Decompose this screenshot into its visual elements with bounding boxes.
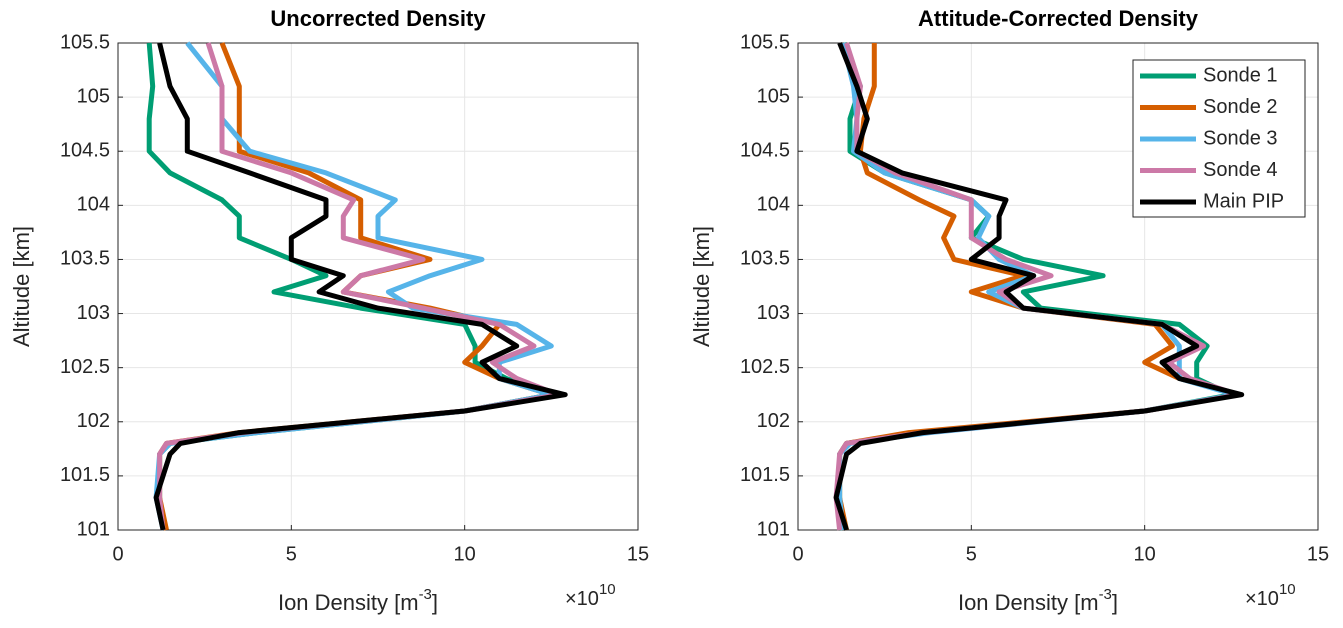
y-tick-label: 104.5	[60, 140, 110, 162]
x-multiplier-exponent: 10	[599, 581, 616, 598]
x-multiplier: ×1010	[565, 581, 616, 610]
x-axis-label-sup: -3	[1099, 586, 1112, 603]
data-line	[153, 41, 554, 531]
x-multiplier: ×1010	[1245, 581, 1296, 610]
y-tick-label: 101	[757, 518, 790, 540]
y-tick-label: 104	[757, 194, 790, 216]
y-tick-label: 101.5	[740, 464, 790, 486]
y-tick-label: 104.5	[740, 140, 790, 162]
data-line	[153, 42, 568, 531]
y-tick-label: 102	[757, 410, 790, 432]
x-axis-label-end: ]	[1112, 590, 1118, 615]
legend-label: Sonde 3	[1203, 127, 1278, 149]
x-tick-label: 0	[112, 543, 123, 565]
legend-label: Main PIP	[1203, 190, 1284, 212]
y-tick-label: 103.5	[60, 248, 110, 270]
data-line	[157, 42, 561, 531]
x-multiplier-base: ×10	[565, 588, 599, 610]
legend-label: Sonde 2	[1203, 96, 1278, 118]
data-line	[833, 42, 1245, 531]
y-tick-label: 103	[757, 302, 790, 324]
y-tick-label: 105.5	[740, 31, 790, 53]
y-tick-label: 103.5	[740, 248, 790, 270]
x-axis-label-text: Ion Density [m	[958, 590, 1099, 615]
y-tick-label: 105.5	[60, 31, 110, 53]
x-tick-label: 5	[966, 543, 977, 565]
legend-label: Sonde 4	[1203, 159, 1278, 181]
legend-label: Sonde 1	[1203, 64, 1278, 86]
x-tick-label: 15	[627, 543, 649, 565]
y-tick-label: 105	[757, 85, 790, 107]
x-axis-label-sup: -3	[419, 586, 432, 603]
chart-title: Attitude-Corrected Density	[918, 6, 1199, 31]
y-tick-label: 102.5	[60, 356, 110, 378]
y-tick-label: 102.5	[740, 356, 790, 378]
x-axis-label: Ion Density [m-3]	[958, 586, 1118, 615]
y-tick-label: 101	[77, 518, 110, 540]
x-tick-label: 0	[792, 543, 803, 565]
x-tick-label: 10	[454, 543, 476, 565]
axes-box	[797, 42, 1319, 531]
x-axis-label-text: Ion Density [m	[278, 590, 419, 615]
y-tick-label: 102	[77, 410, 110, 432]
x-tick-label: 15	[1307, 543, 1329, 565]
y-tick-label: 105	[77, 85, 110, 107]
x-tick-label: 5	[286, 543, 297, 565]
x-tick-label: 10	[1134, 543, 1156, 565]
x-multiplier-exponent: 10	[1279, 581, 1296, 598]
y-axis-label: Altitude [km]	[689, 226, 714, 347]
data-line	[157, 42, 554, 531]
y-axis-label: Altitude [km]	[9, 226, 34, 347]
x-multiplier-base: ×10	[1245, 588, 1279, 610]
y-tick-label: 103	[77, 302, 110, 324]
x-axis-label: Ion Density [m-3]	[278, 586, 438, 615]
y-tick-label: 101.5	[60, 464, 110, 486]
chart-title: Uncorrected Density	[270, 6, 486, 31]
x-axis-label-end: ]	[432, 590, 438, 615]
y-tick-label: 104	[77, 194, 110, 216]
chart-panel: 0 5 10 15 101 101.5 102 102.5 103 103.5 104 104.5 10…	[9, 6, 649, 615]
chart-panel: 0 5 10 15 101 101.5 102 102.5 103 103.5 104 104.5 10…	[689, 6, 1329, 615]
axes-box	[117, 42, 639, 531]
